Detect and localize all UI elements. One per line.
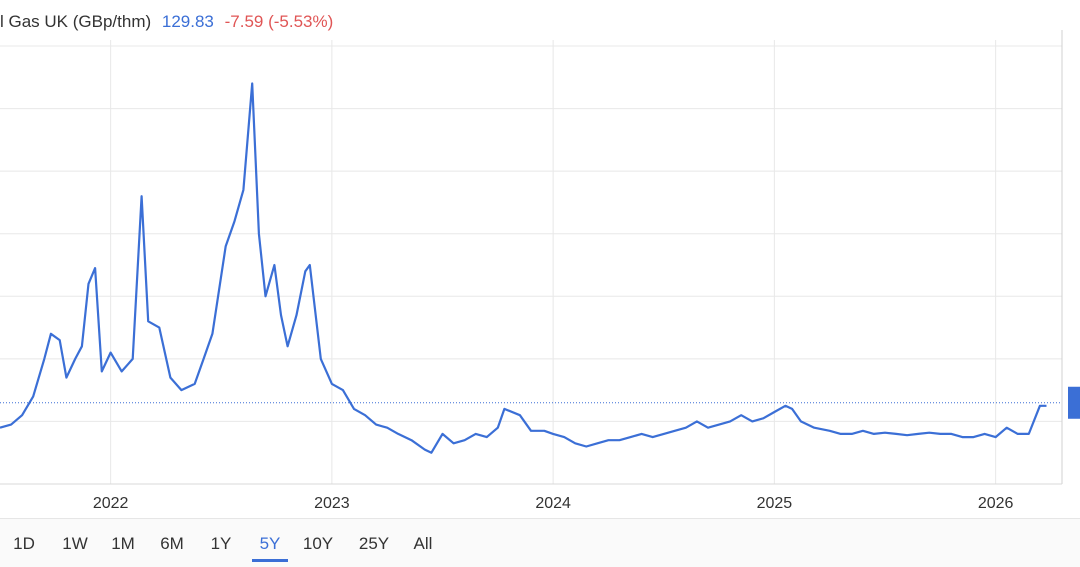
range-button-10y[interactable]: 10Y [302,534,334,553]
range-button-25y[interactable]: 25Y [358,534,390,553]
range-button-6m[interactable]: 6M [160,534,184,553]
range-selector: 1D 1W 1M 6M 1Y 5Y 10Y 25Y All [0,518,1080,567]
current-price: 129.83 [161,12,214,31]
x-tick-label: 2023 [314,495,350,512]
range-button-1y[interactable]: 1Y [210,534,232,553]
instrument-title: l Gas UK (GBp/thm) [0,12,152,31]
series-line [0,82,1047,454]
chart-header: l Gas UK (GBp/thm) 129.83 -7.59 (-5.53%) [0,8,339,36]
range-button-1m[interactable]: 1M [111,534,135,553]
range-button-all[interactable]: All [413,534,433,553]
range-button-1d[interactable]: 1D [13,534,35,553]
price-tag [1068,386,1080,419]
range-button-5y[interactable]: 5Y [252,533,288,562]
x-tick-label: 2024 [535,495,571,512]
price-change: -7.59 (-5.53%) [224,12,334,31]
range-button-1w[interactable]: 1W [62,534,88,553]
x-tick-label: 2025 [757,495,793,512]
price-chart: 2022 2023 2024 2025 2026 [0,30,1080,512]
x-tick-label: 2026 [978,495,1014,512]
x-tick-label: 2022 [93,495,129,512]
